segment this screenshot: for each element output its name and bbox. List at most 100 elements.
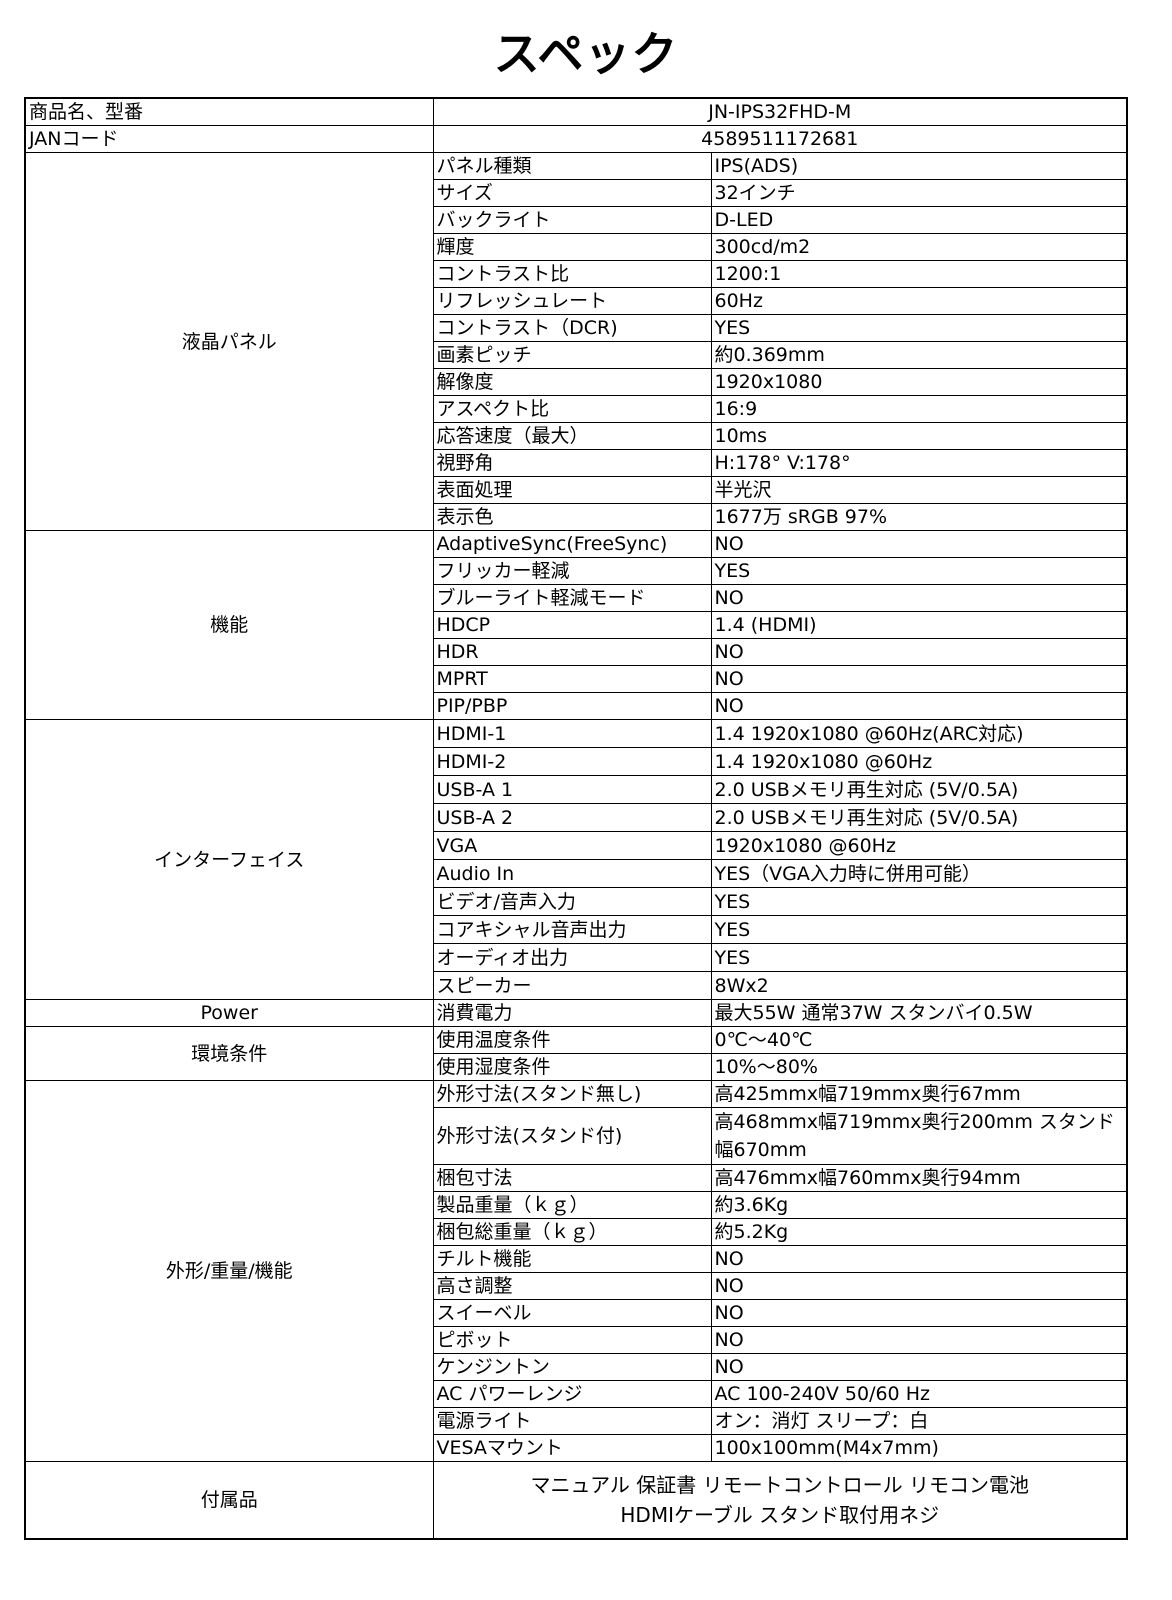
- spec-value: YES（VGA入力時に併用可能）: [710, 859, 1128, 888]
- spec-name: リフレッシュレート: [432, 287, 712, 315]
- table-row: Power 消費電力 最大55W 通常37W スタンバイ0.5W: [24, 999, 1128, 1027]
- spec-name: 応答速度（最大）: [432, 422, 712, 450]
- table-row: 画素ピッチ 約0.369mm: [25, 341, 1128, 369]
- spec-value: AC 100-240V 50/60 Hz: [710, 1380, 1128, 1408]
- table-row: 付属品 マニュアル 保証書 リモートコントロール リモコン電池 HDMIケーブル ス…: [24, 1461, 1128, 1540]
- section-label-interface: インターフェイス: [24, 719, 434, 1000]
- table-row: フリッカー軽減 YES: [25, 557, 1128, 585]
- row-label: JANコード: [24, 125, 434, 153]
- spec-name: VGA: [432, 831, 712, 860]
- table-row: ピボット NO: [25, 1326, 1128, 1354]
- spec-value: 8Wx2: [710, 971, 1128, 1000]
- spec-table: 商品名、型番 JN-IPS32FHD-M JANコード 4589511172681 液晶…: [24, 97, 1129, 1540]
- spec-value: 高425mmx幅719mmx奥行67mm: [710, 1080, 1128, 1108]
- table-row: 製品重量（ｋｇ） 約3.6Kg: [25, 1191, 1128, 1219]
- table-row: 解像度 1920x1080: [25, 368, 1128, 396]
- spec-value: 1200:1: [710, 260, 1128, 288]
- row-label: 商品名、型番: [24, 97, 434, 126]
- spec-name: コントラスト比: [432, 260, 712, 288]
- section-label-power: Power: [24, 999, 434, 1027]
- table-row: USB-A 2 2.0 USBメモリ再生対応 (5V/0.5A): [25, 803, 1128, 832]
- spec-name: コアキシャル音声出力: [432, 915, 712, 944]
- spec-name: 梱包寸法: [432, 1164, 712, 1192]
- spec-value: NO: [710, 1272, 1128, 1300]
- spec-value: NO: [710, 1353, 1128, 1381]
- table-row: 環境条件 使用温度条件 0℃～40℃: [24, 1026, 1128, 1081]
- spec-name: HDCP: [432, 611, 712, 639]
- spec-name: 画素ピッチ: [432, 341, 712, 369]
- spec-name: 電源ライト: [432, 1407, 712, 1435]
- spec-value: 1920x1080 @60Hz: [710, 831, 1128, 860]
- spec-name: ピボット: [432, 1326, 712, 1354]
- spec-value: 高468mmx幅719mmx奥行200mm スタンド幅670mm: [710, 1107, 1128, 1165]
- spec-value: 最大55W 通常37W スタンバイ0.5W: [710, 999, 1128, 1027]
- spec-value: 300cd/m2: [710, 233, 1128, 261]
- spec-value: 半光沢: [710, 476, 1128, 504]
- spec-name: VESAマウント: [432, 1434, 712, 1462]
- spec-name: HDR: [432, 638, 712, 666]
- spec-value: NO: [710, 530, 1128, 558]
- table-row: リフレッシュレート 60Hz: [25, 287, 1128, 315]
- spec-value: H:178° V:178°: [710, 449, 1128, 477]
- spec-value: YES: [710, 557, 1128, 585]
- spec-name: オーディオ出力: [432, 943, 712, 972]
- spec-value: 1677万 sRGB 97%: [710, 503, 1128, 531]
- spec-value: NO: [710, 1245, 1128, 1273]
- spec-name: チルト機能: [432, 1245, 712, 1273]
- spec-name: 外形寸法(スタンド無し): [432, 1080, 712, 1108]
- table-row: インターフェイス HDMI-1 1.4 1920x1080 @60Hz(ARC対応): [24, 719, 1128, 1000]
- spec-value: 約5.2Kg: [710, 1218, 1128, 1246]
- table-row: HDCP 1.4 (HDMI): [25, 611, 1128, 639]
- spec-name: USB-A 1: [432, 775, 712, 804]
- spec-name: 外形寸法(スタンド付): [432, 1107, 712, 1165]
- spec-name: AdaptiveSync(FreeSync): [432, 530, 712, 558]
- table-row: 輝度 300cd/m2: [25, 233, 1128, 261]
- spec-value: 0℃～40℃: [710, 1026, 1128, 1054]
- table-row: Audio In YES（VGA入力時に併用可能）: [25, 859, 1128, 888]
- spec-value: NO: [710, 665, 1128, 693]
- table-row: コアキシャル音声出力 YES: [25, 915, 1128, 944]
- spec-value: 1.4 1920x1080 @60Hz: [710, 747, 1128, 776]
- spec-value: 1920x1080: [710, 368, 1128, 396]
- table-row: 電源ライト オン：消灯 スリープ：白: [25, 1407, 1128, 1435]
- spec-name: 製品重量（ｋｇ）: [432, 1191, 712, 1219]
- spec-value: 10%～80%: [710, 1053, 1128, 1081]
- spec-name: 輝度: [432, 233, 712, 261]
- spec-name: サイズ: [432, 179, 712, 207]
- spec-name: 表面処理: [432, 476, 712, 504]
- table-row: 液晶パネル パネル種類 IPS(ADS): [24, 152, 1128, 531]
- spec-name: 使用湿度条件: [432, 1053, 712, 1081]
- row-value: 4589511172681: [432, 125, 1128, 153]
- section-label-accessories: 付属品: [24, 1461, 434, 1540]
- spec-name: AC パワーレンジ: [432, 1380, 712, 1408]
- spec-value: 1.4 (HDMI): [710, 611, 1128, 639]
- spec-name: パネル種類: [432, 152, 712, 180]
- accessories-line-2: HDMIケーブル スタンド取付用ネジ: [620, 1503, 940, 1527]
- spec-value: 100x100mm(M4x7mm): [710, 1434, 1128, 1462]
- table-row: 機能 AdaptiveSync(FreeSync) NO: [24, 530, 1128, 720]
- spec-value: 約0.369mm: [710, 341, 1128, 369]
- spec-name: スピーカー: [432, 971, 712, 1000]
- spec-value: 約3.6Kg: [710, 1191, 1128, 1219]
- spec-name: ビデオ/音声入力: [432, 887, 712, 916]
- spec-name: フリッカー軽減: [432, 557, 712, 585]
- spec-value: NO: [710, 692, 1128, 720]
- spec-name: 解像度: [432, 368, 712, 396]
- spec-value: 2.0 USBメモリ再生対応 (5V/0.5A): [710, 803, 1128, 832]
- table-row: 梱包寸法 高476mmx幅760mmx奥行94mm: [25, 1164, 1128, 1192]
- spec-value: NO: [710, 638, 1128, 666]
- spec-value: YES: [710, 887, 1128, 916]
- table-row: コントラスト比 1200:1: [25, 260, 1128, 288]
- spec-value: 高476mmx幅760mmx奥行94mm: [710, 1164, 1128, 1192]
- spec-name: 高さ調整: [432, 1272, 712, 1300]
- table-row: 商品名、型番 JN-IPS32FHD-M: [24, 97, 1128, 126]
- spec-value: 1.4 1920x1080 @60Hz(ARC対応): [710, 719, 1128, 748]
- spec-name: 梱包総重量（ｋｇ）: [432, 1218, 712, 1246]
- spec-name: MPRT: [432, 665, 712, 693]
- table-row: 応答速度（最大） 10ms: [25, 422, 1128, 450]
- spec-value: NO: [710, 584, 1128, 612]
- spec-value: NO: [710, 1299, 1128, 1327]
- section-label-features: 機能: [24, 530, 434, 720]
- spec-value: YES: [710, 943, 1128, 972]
- table-row: 梱包総重量（ｋｇ） 約5.2Kg: [25, 1218, 1128, 1246]
